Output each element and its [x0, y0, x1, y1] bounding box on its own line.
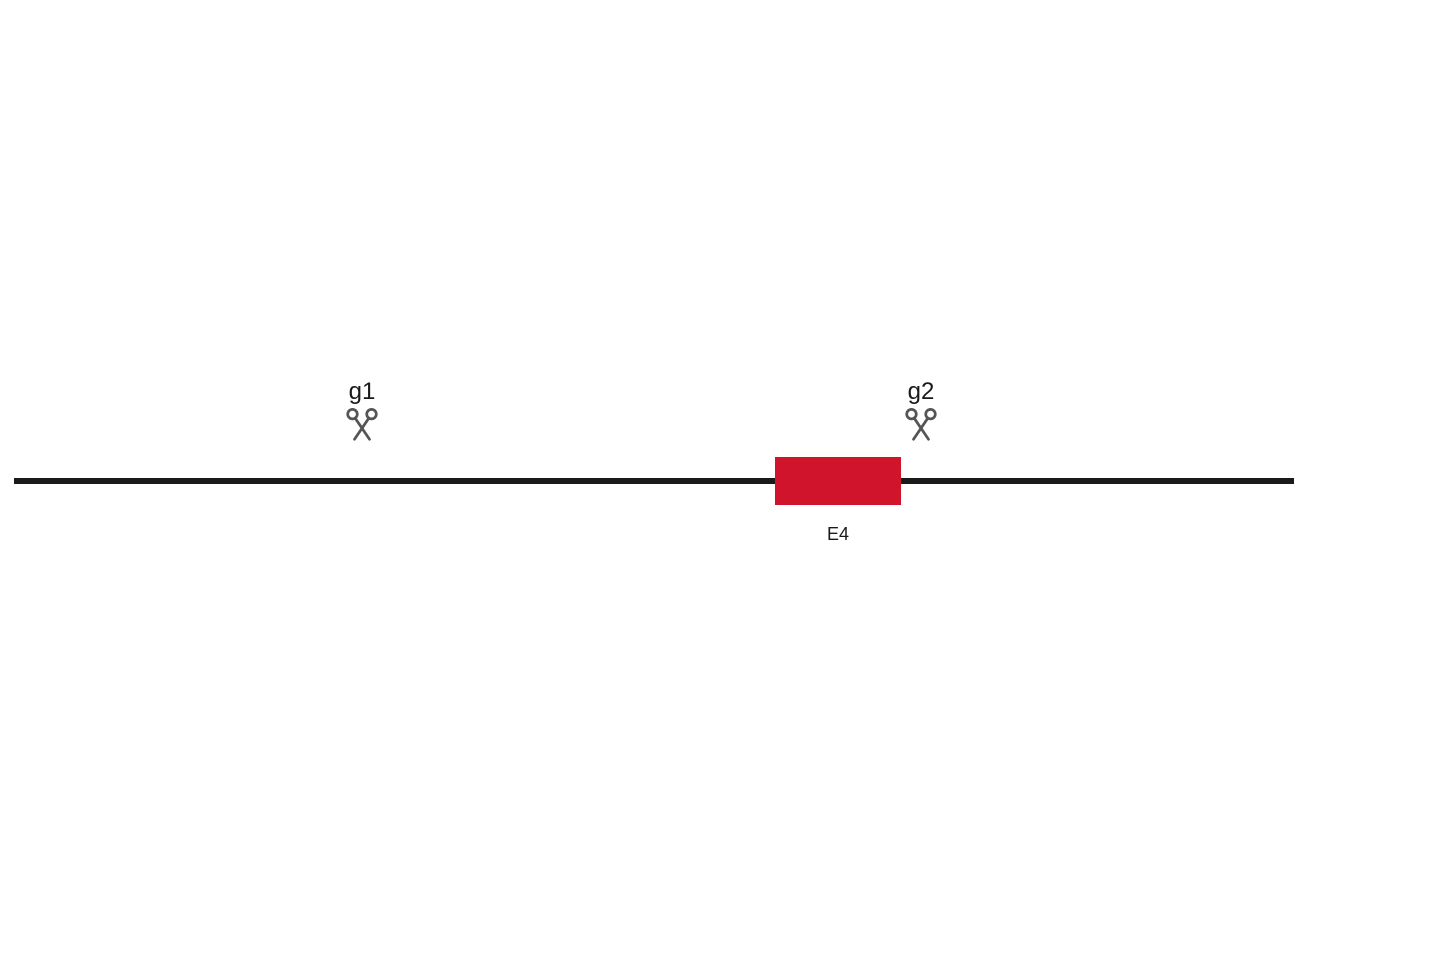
guide-label-g1: g1: [349, 378, 376, 406]
gene-diagram: E4 g1 g2: [0, 0, 1440, 960]
exon-box: [775, 457, 901, 505]
gene-line: [14, 478, 1294, 484]
scissors-icon: [904, 408, 938, 447]
scissors-icon: [345, 408, 379, 447]
exon-label: E4: [827, 524, 849, 545]
guide-label-g2: g2: [908, 378, 935, 406]
